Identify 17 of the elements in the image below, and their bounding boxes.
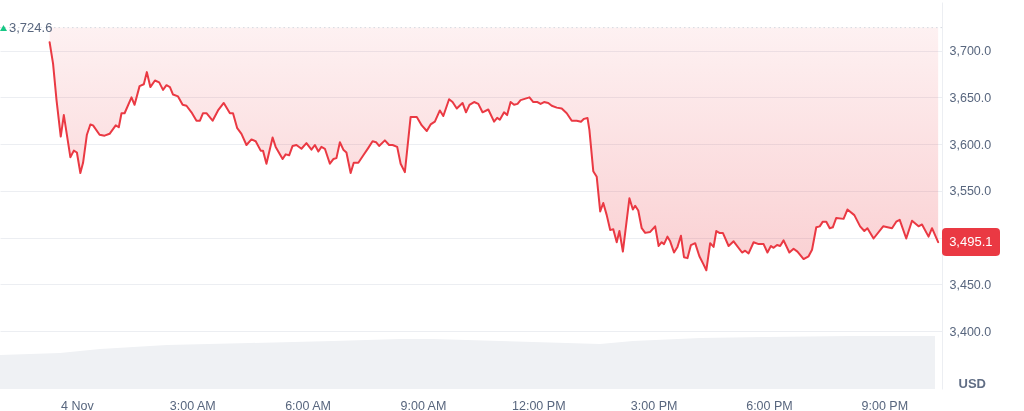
ref-line-label: 3,724.6 xyxy=(9,19,53,35)
x-tick-label: 9:00 AM xyxy=(400,398,447,411)
y-tick-label: 3,550.0 xyxy=(949,184,992,199)
x-tick-label: 6:00 PM xyxy=(746,398,793,411)
x-tick-label: 3:00 PM xyxy=(630,398,678,411)
annotation: 3,495.1 xyxy=(942,228,1000,257)
y-tick-label: 3,700.0 xyxy=(949,44,992,59)
y-tick-label: 3,400.0 xyxy=(949,324,992,339)
x-tick-label: 6:00 AM xyxy=(285,398,332,411)
y-tick-label: 3,450.0 xyxy=(949,277,992,292)
x-tick-label: 12:00 PM xyxy=(512,398,566,411)
y-axis-title: USD xyxy=(958,375,986,391)
y-tick-label: 3,600.0 xyxy=(949,137,992,152)
x-tick-label: 4 Nov xyxy=(61,398,95,411)
x-tick-label: 9:00 PM xyxy=(861,398,909,411)
x-tick-label: 3:00 AM xyxy=(169,398,216,411)
y-tick-label: 3,650.0 xyxy=(949,90,992,105)
